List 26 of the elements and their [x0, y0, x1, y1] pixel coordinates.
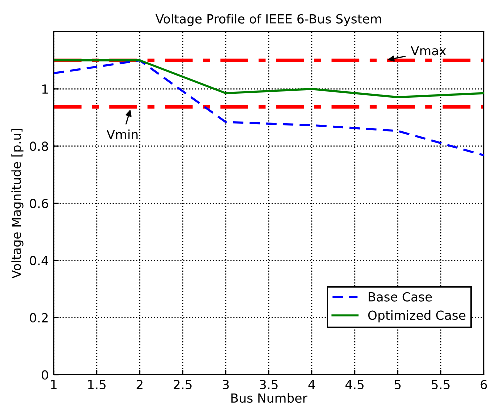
chart-title: Voltage Profile of IEEE 6-Bus System [156, 14, 382, 26]
x-tick-label: 6 [480, 380, 488, 390]
x-tick-label: 5 [394, 380, 401, 390]
x-tick-label: 4.5 [346, 380, 364, 390]
x-tick-label: 1.5 [88, 380, 106, 390]
y-tick-label: 0.4 [30, 256, 48, 266]
y-tick-label: 0.6 [30, 198, 48, 208]
annotation: Vmax [411, 46, 446, 56]
legend-label: Optimized Case [368, 310, 466, 323]
y-axis-title: Voltage Magnitude [p.u] [12, 129, 24, 279]
y-tick-label: 0 [42, 370, 48, 380]
y-tick-label: 0.8 [30, 142, 48, 152]
legend-label: Base Case [368, 292, 432, 302]
x-tick-label: 1 [51, 380, 57, 390]
y-tick-label: 0.2 [30, 313, 48, 323]
line-series [54, 60, 484, 157]
x-axis-title: Bus Number [232, 393, 308, 404]
x-tick-label: 5.5 [432, 380, 450, 390]
x-tick-label: 3 [222, 380, 229, 390]
x-tick-label: 2.5 [174, 380, 192, 390]
line-series [54, 60, 484, 98]
y-tick-label: 1 [42, 84, 48, 94]
x-tick-label: 4 [308, 380, 316, 390]
annotation: Vmin [106, 130, 138, 140]
x-tick-label: 2 [136, 380, 143, 390]
x-tick-label: 3.5 [260, 380, 278, 390]
